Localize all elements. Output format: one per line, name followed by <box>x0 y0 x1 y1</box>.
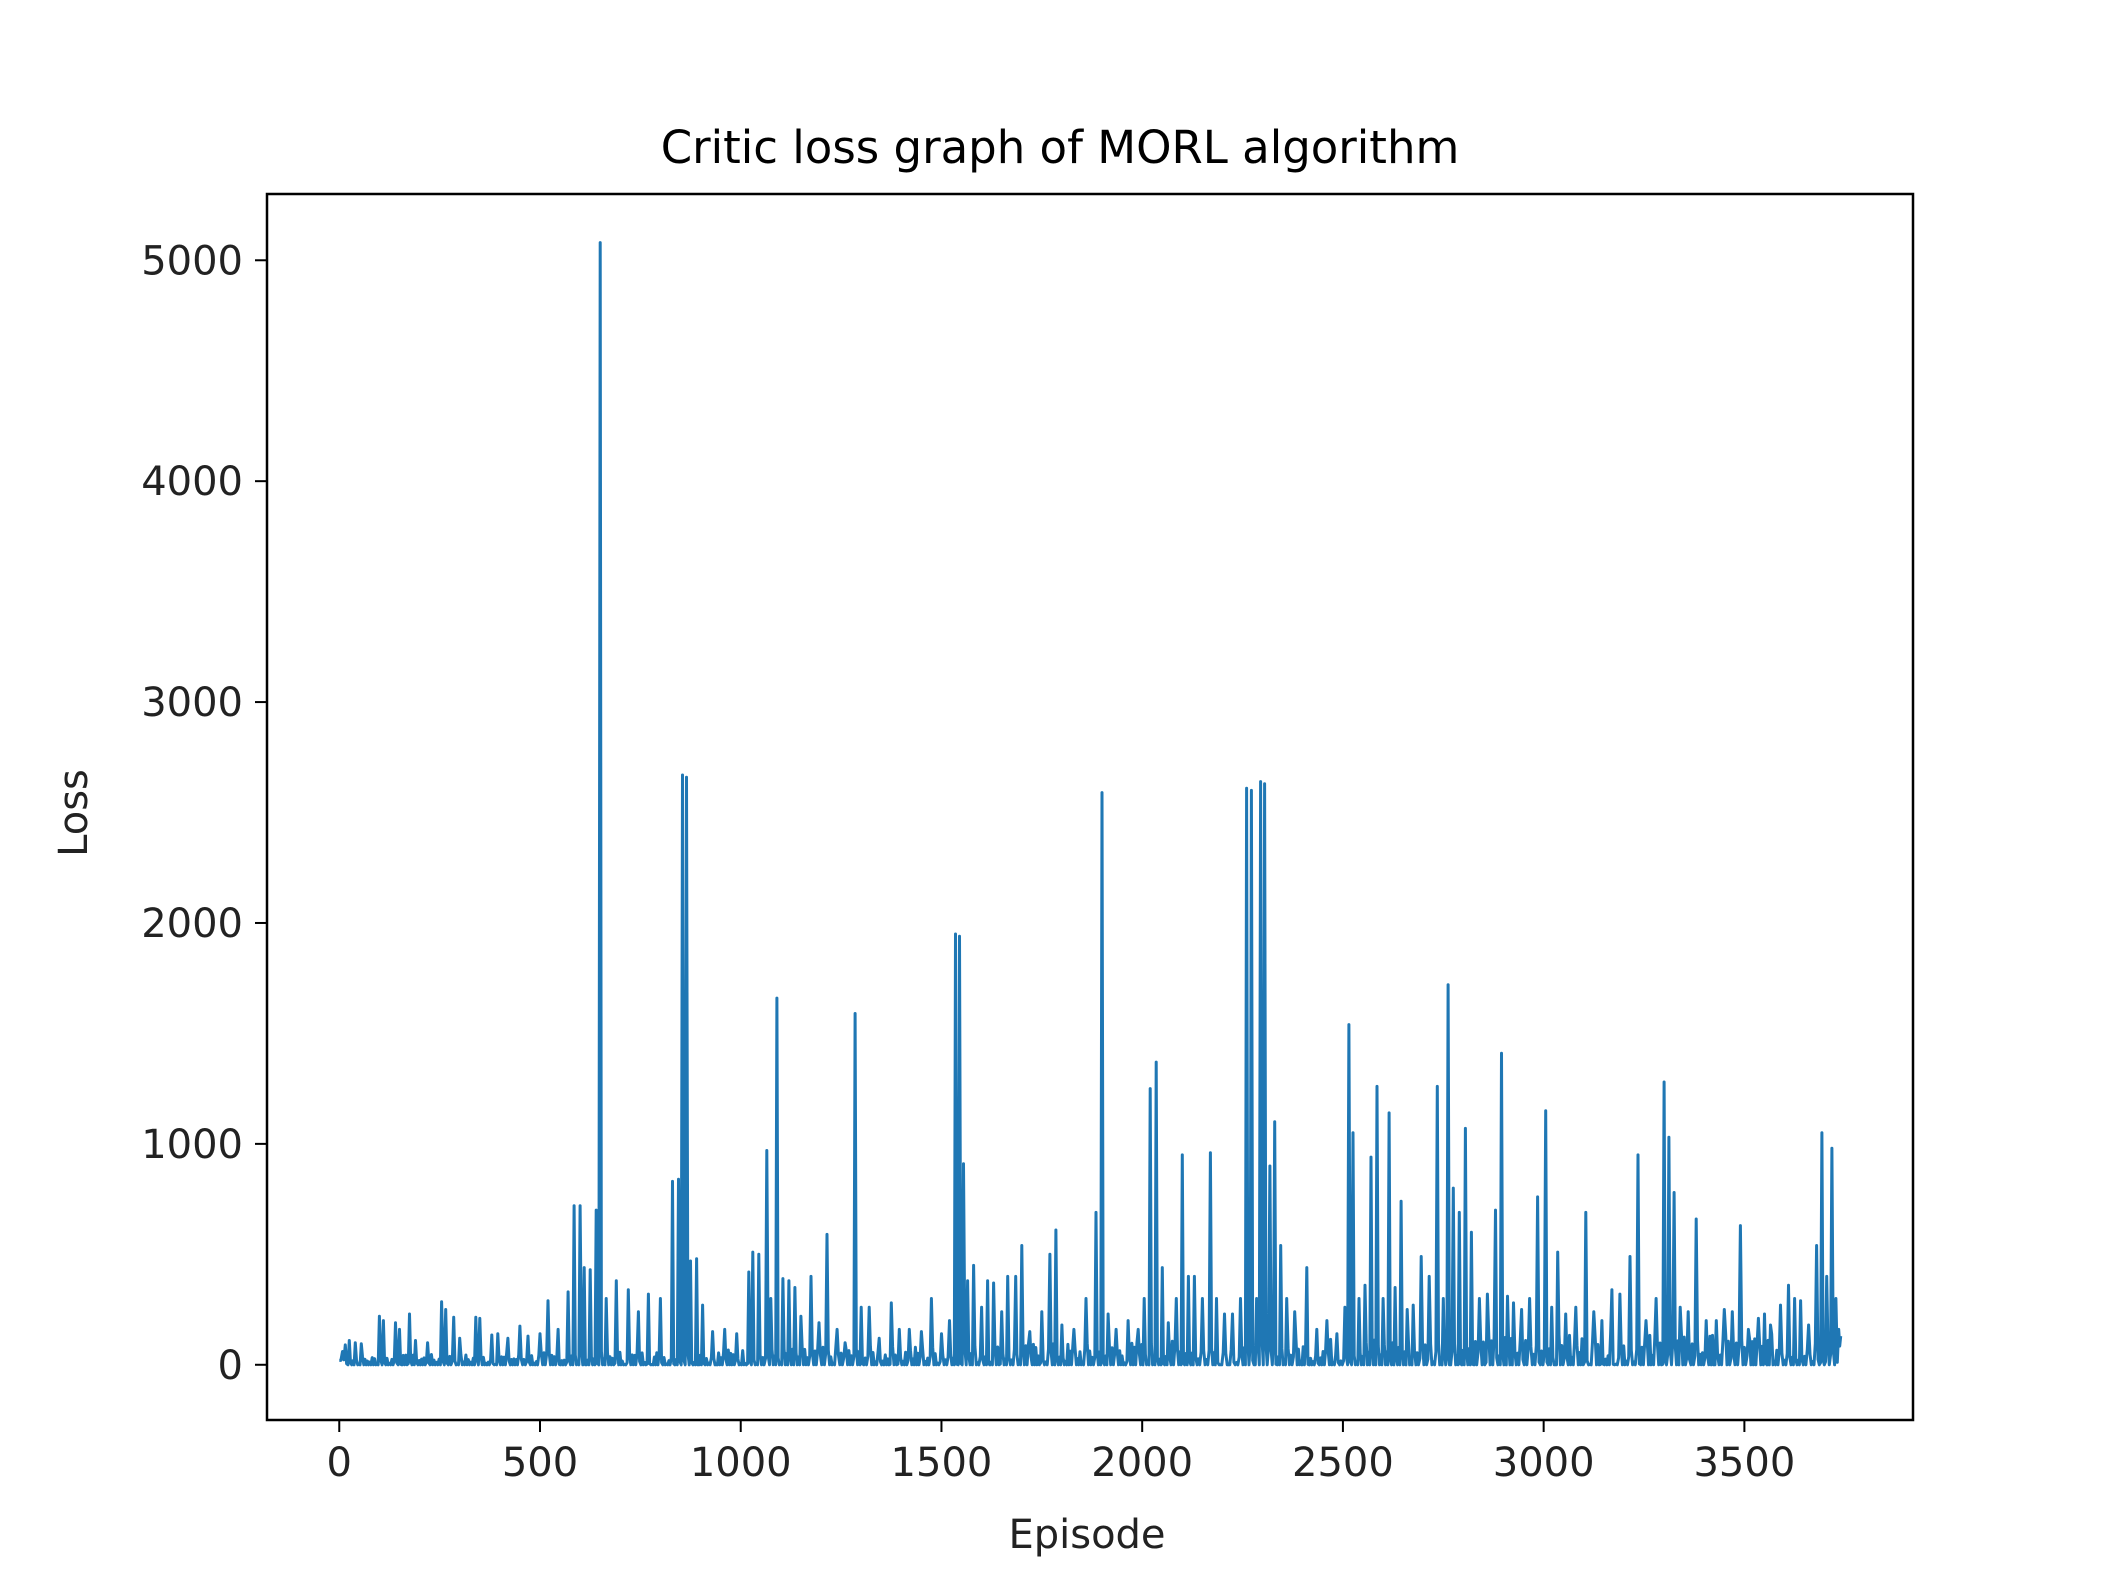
y-tick-label: 5000 <box>141 238 243 284</box>
x-tick-label: 3000 <box>1493 1440 1595 1486</box>
x-tick-label: 3500 <box>1693 1440 1795 1486</box>
series-group <box>339 241 1843 1367</box>
x-axis-ticks: 0 500 1000 1500 2000 2500 3000 3500 <box>327 1420 1795 1486</box>
x-tick-label: 1000 <box>690 1440 792 1486</box>
x-tick-label: 1500 <box>891 1440 993 1486</box>
plot-frame <box>265 192 1915 1422</box>
y-axis-label: Loss <box>51 769 97 857</box>
y-axis-ticks: 0 1000 2000 3000 4000 5000 <box>141 238 267 1389</box>
y-tick-label: 2000 <box>141 901 243 947</box>
x-tick-label: 2500 <box>1292 1440 1394 1486</box>
x-tick-label: 500 <box>502 1440 578 1486</box>
y-tick-label: 1000 <box>141 1122 243 1168</box>
x-tick-label: 0 <box>327 1440 352 1486</box>
y-tick-label: 4000 <box>141 459 243 505</box>
y-tick-label: 3000 <box>141 680 243 726</box>
chart-title: Critic loss graph of MORL algorithm <box>661 121 1460 174</box>
x-axis-label: Episode <box>1008 1512 1165 1558</box>
y-tick-label: 0 <box>218 1343 243 1389</box>
x-tick-label: 2000 <box>1091 1440 1193 1486</box>
series-line-0 <box>339 241 1843 1367</box>
